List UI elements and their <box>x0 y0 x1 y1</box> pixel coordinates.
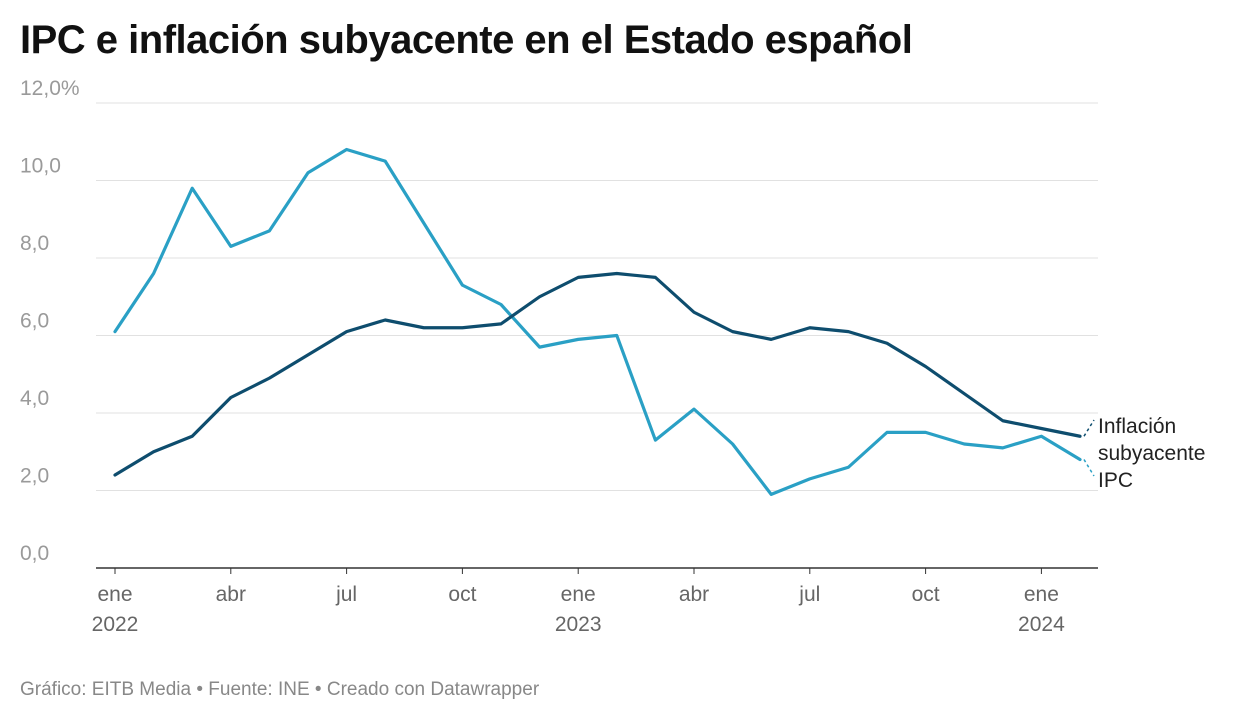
data-point <box>923 364 929 370</box>
data-point <box>382 158 388 164</box>
series-labels: IPC Inflación subyacente <box>1083 415 1205 492</box>
data-point <box>652 274 658 280</box>
data-point <box>151 449 157 455</box>
x-tick-label: ene <box>97 583 132 606</box>
data-point <box>459 282 465 288</box>
data-point <box>1038 426 1044 432</box>
data-point <box>923 429 929 435</box>
data-point <box>845 464 851 470</box>
series-line-inflaci-n-subyacente <box>113 271 1082 477</box>
x-tick-label: jul <box>335 583 357 606</box>
data-point <box>189 185 195 191</box>
data-point <box>305 170 311 176</box>
y-tick-label: 6,0 <box>20 310 49 333</box>
data-point <box>807 476 813 482</box>
x-tick-label: ene <box>561 583 596 606</box>
data-point <box>382 317 388 323</box>
data-point <box>228 243 234 249</box>
data-point <box>961 441 967 447</box>
series-label: IPC <box>1098 469 1133 492</box>
series-lines <box>112 147 1083 497</box>
data-point <box>1000 418 1006 424</box>
chart-title: IPC e inflación subyacente en el Estado … <box>20 18 913 62</box>
series-label: Inflación <box>1098 415 1176 438</box>
x-tick-label: abr <box>679 583 709 606</box>
data-point <box>1077 433 1083 439</box>
data-point <box>884 429 890 435</box>
data-point <box>845 329 851 335</box>
series-label: subyacente <box>1098 442 1205 465</box>
y-tick-label: 10,0 <box>20 155 61 178</box>
data-point <box>151 271 157 277</box>
y-tick-label: 4,0 <box>20 387 49 410</box>
data-point <box>266 228 272 234</box>
data-point <box>730 441 736 447</box>
data-point <box>421 325 427 331</box>
y-tick-label: 8,0 <box>20 232 49 255</box>
data-point <box>884 340 890 346</box>
data-point <box>961 391 967 397</box>
data-point <box>691 309 697 315</box>
data-point <box>112 472 118 478</box>
data-point <box>575 336 581 342</box>
data-point <box>344 147 350 153</box>
x-tick-label: ene <box>1024 583 1059 606</box>
data-point <box>537 294 543 300</box>
data-point <box>537 344 543 350</box>
y-tick-label: 0,0 <box>20 542 49 565</box>
data-point <box>807 325 813 331</box>
data-point <box>652 437 658 443</box>
data-point <box>266 375 272 381</box>
x-tick-label: jul <box>798 583 820 606</box>
data-point <box>344 329 350 335</box>
data-point <box>1038 433 1044 439</box>
label-connector <box>1083 459 1095 477</box>
x-tick-year-label: 2024 <box>1018 613 1065 636</box>
series-line-ipc <box>113 147 1082 496</box>
x-tick-label: oct <box>912 583 940 606</box>
data-point <box>305 352 311 358</box>
data-point <box>730 329 736 335</box>
data-point <box>614 333 620 339</box>
data-point <box>228 395 234 401</box>
x-tick-label: abr <box>216 583 246 606</box>
data-point <box>498 302 504 308</box>
data-point <box>768 491 774 497</box>
data-point <box>189 433 195 439</box>
x-tick-label: oct <box>448 583 476 606</box>
data-point <box>421 220 427 226</box>
gridlines <box>96 102 1098 569</box>
data-point <box>112 329 118 335</box>
data-point <box>1000 445 1006 451</box>
y-axis-tick-labels: 0,0 2,0 4,0 6,0 8,0 10,0 12,0% <box>20 77 80 565</box>
data-point <box>768 336 774 342</box>
data-point <box>575 274 581 280</box>
data-point <box>691 406 697 412</box>
chart-footer: Gráfico: EITB Media • Fuente: INE • Crea… <box>20 679 540 700</box>
y-tick-label: 2,0 <box>20 465 49 488</box>
y-tick-label: 12,0% <box>20 77 80 100</box>
x-tick-year-label: 2023 <box>555 613 602 636</box>
x-tick-year-label: 2022 <box>92 613 139 636</box>
data-point <box>459 325 465 331</box>
label-connector <box>1083 419 1095 437</box>
x-axis-tick-labels: ene 2022 abr jul oct ene 2023 abr jul oct ene 2024 <box>92 568 1065 636</box>
data-point <box>614 271 620 277</box>
data-point <box>1077 457 1083 463</box>
data-point <box>498 321 504 327</box>
